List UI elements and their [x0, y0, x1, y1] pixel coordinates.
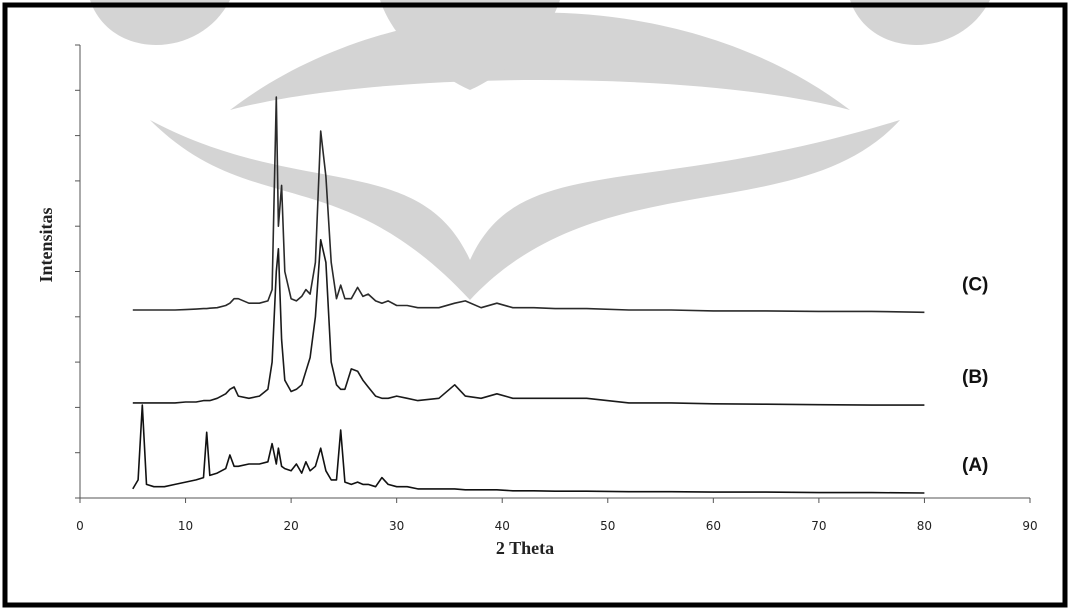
series-label: (A) [962, 455, 988, 476]
x-tick-label: 50 [600, 519, 615, 533]
watermark-shape [230, 12, 850, 110]
watermark-shape [150, 120, 900, 300]
x-axis-title: 2 Theta [496, 538, 554, 558]
watermark [90, 0, 990, 300]
x-tick-label: 40 [495, 519, 510, 533]
y-axis-title: Intensitas [36, 207, 56, 282]
series-line [132, 96, 925, 314]
series-line [132, 239, 925, 406]
watermark-shape [380, 0, 560, 90]
series-line [132, 404, 925, 494]
x-tick-label: 20 [283, 519, 298, 533]
x-tick-label: 60 [706, 519, 721, 533]
x-tick-label: 30 [389, 519, 404, 533]
x-tick-label: 90 [1022, 519, 1037, 533]
series-label: (B) [962, 367, 988, 388]
watermark-shape [90, 0, 230, 45]
x-tick-label: 0 [76, 519, 84, 533]
watermark-shape [850, 0, 990, 45]
x-tick-label: 70 [811, 519, 826, 533]
x-tick-label: 10 [178, 519, 193, 533]
x-tick-label: 80 [917, 519, 932, 533]
series-label: (C) [962, 274, 988, 295]
